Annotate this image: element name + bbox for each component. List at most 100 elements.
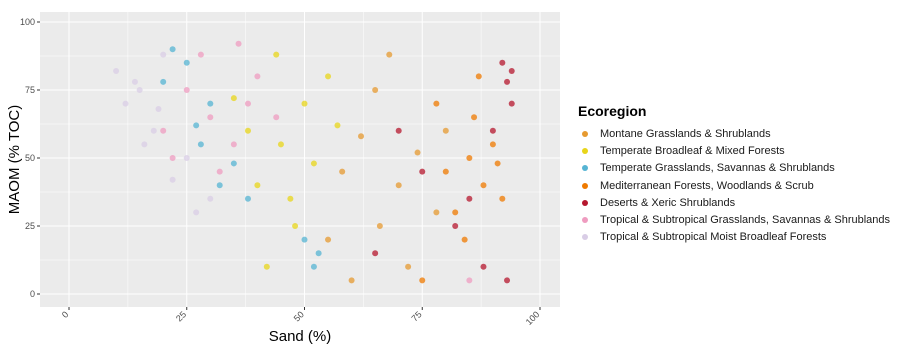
legend-dot-icon [582, 147, 588, 154]
legend-item: Tropical & Subtropical Moist Broadleaf F… [578, 229, 906, 246]
data-point [334, 122, 341, 129]
legend-dot-icon [582, 234, 588, 241]
legend: Ecoregion Montane Grasslands & Shrubland… [578, 103, 906, 246]
legend-label: Temperate Grasslands, Savannas & Shrubla… [600, 162, 835, 175]
data-point [169, 176, 176, 183]
data-point [466, 195, 473, 202]
data-point [504, 277, 511, 284]
legend-dot-icon [582, 182, 588, 189]
data-point [183, 155, 190, 161]
legend-key [578, 147, 592, 154]
data-point [197, 51, 204, 58]
data-point [235, 40, 242, 47]
data-point [207, 195, 214, 202]
data-point [244, 100, 251, 107]
data-point [480, 182, 487, 189]
data-point [160, 127, 167, 134]
data-point [452, 209, 459, 216]
legend-label: Tropical & Subtropical Grasslands, Savan… [600, 214, 891, 227]
series-4 [372, 59, 515, 284]
data-point [160, 51, 167, 58]
data-point [230, 160, 237, 167]
data-point [273, 114, 280, 121]
data-point [216, 182, 223, 189]
data-point [325, 73, 332, 80]
data-point [386, 51, 393, 58]
data-point [461, 236, 468, 243]
y-tick-label: 0 [30, 289, 35, 299]
legend-label: Montane Grasslands & Shrublands [600, 127, 771, 140]
data-point [254, 182, 261, 189]
data-point [433, 209, 440, 216]
y-tick-label: 100 [20, 17, 35, 27]
data-point [230, 141, 237, 148]
y-axis-title: MAOM (% TOC) [6, 105, 23, 214]
data-point [358, 133, 365, 140]
legend-item: Temperate Grasslands, Savannas & Shrubla… [578, 160, 906, 177]
data-point [244, 195, 251, 202]
y-tick-label: 75 [25, 85, 35, 95]
x-tick-label: 0 [60, 309, 71, 320]
data-point [131, 78, 138, 85]
data-point [136, 87, 143, 93]
x-axis: 0 25 50 75 100 [60, 307, 542, 327]
data-point [325, 236, 332, 243]
data-point [183, 87, 190, 93]
legend-dot-icon [582, 217, 588, 224]
legend-label: Mediterranean Forests, Woodlands & Scrub [600, 179, 814, 192]
data-point [348, 277, 355, 284]
legend-label: Temperate Broadleaf & Mixed Forests [600, 144, 785, 157]
data-point [442, 127, 449, 134]
data-point [489, 127, 496, 134]
data-point [292, 223, 299, 229]
data-point [508, 67, 515, 74]
data-point [301, 236, 308, 243]
data-point [113, 67, 120, 74]
legend-key [578, 217, 592, 224]
legend-key [578, 234, 592, 241]
data-point [310, 263, 317, 270]
data-point [480, 263, 487, 270]
data-point [155, 106, 162, 113]
data-point [414, 149, 421, 156]
legend-item: Montane Grasslands & Shrublands [578, 125, 906, 142]
data-point [207, 114, 214, 121]
x-axis-title: Sand (%) [269, 328, 332, 345]
data-point [372, 250, 379, 257]
x-tick-label: 100 [524, 309, 542, 327]
series-6 [113, 51, 214, 216]
series-0 [325, 51, 449, 284]
x-tick-label: 25 [174, 309, 188, 323]
y-tick-label: 50 [25, 153, 35, 163]
data-point [230, 95, 237, 102]
data-point [395, 127, 402, 134]
data-point [287, 195, 294, 202]
legend-key [578, 130, 592, 137]
data-point [433, 100, 440, 107]
legend-key [578, 165, 592, 172]
data-point [216, 168, 223, 175]
data-point [169, 46, 176, 53]
legend-dot-icon [582, 130, 588, 137]
data-point [263, 263, 270, 270]
data-point [273, 51, 280, 58]
data-point [193, 209, 200, 216]
legend-key [578, 199, 592, 206]
data-point [254, 73, 261, 80]
data-point [466, 277, 473, 284]
data-point [504, 78, 511, 85]
y-axis: 0 25 50 75 100 [20, 17, 40, 299]
data-point [277, 141, 284, 148]
data-point [150, 127, 157, 134]
legend-item: Tropical & Subtropical Grasslands, Savan… [578, 211, 906, 228]
data-point [372, 87, 379, 93]
series-2 [160, 46, 322, 270]
data-point [169, 155, 176, 161]
legend-label: Tropical & Subtropical Moist Broadleaf F… [600, 231, 827, 244]
data-point [310, 160, 317, 167]
grid-lines [40, 12, 560, 307]
legend-item: Mediterranean Forests, Woodlands & Scrub [578, 177, 906, 194]
data-point [452, 223, 459, 229]
data-point [494, 160, 501, 167]
